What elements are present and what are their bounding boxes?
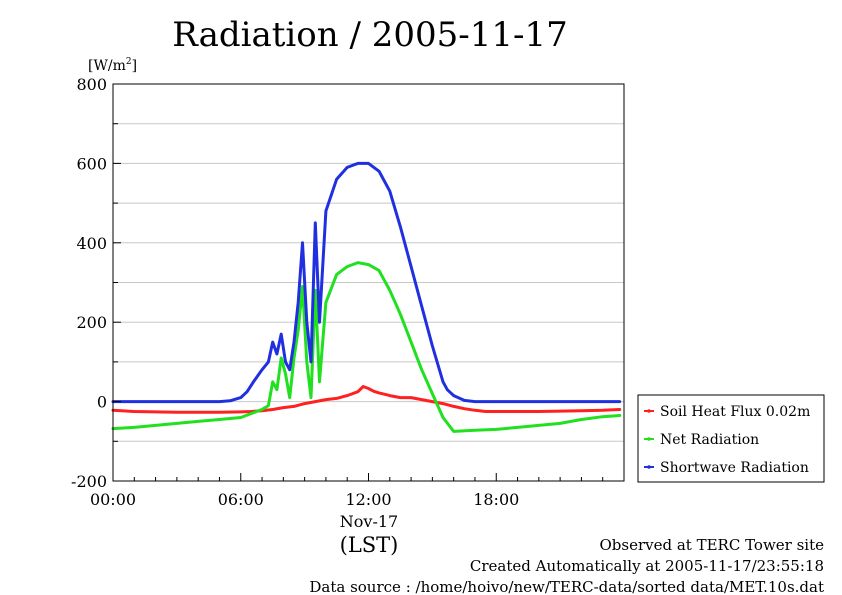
- y-axis-label: [W/m2]: [88, 57, 137, 74]
- legend-items: Soil Heat Flux 0.02m Net Radiation Shortwa…: [644, 404, 810, 476]
- x-axis-label: (LST): [340, 533, 399, 557]
- y-tick-label: 800: [76, 75, 107, 94]
- grid-lines: [113, 123, 624, 442]
- y-tick-label: 400: [76, 234, 107, 253]
- legend-box: [637, 394, 825, 483]
- y-tick-label: 200: [76, 313, 107, 332]
- x-tick-label: 06:00: [218, 490, 264, 509]
- series-line-2: [111, 261, 622, 433]
- y-tick-label: 0: [97, 393, 107, 412]
- y-tick-label: -200: [71, 472, 107, 491]
- footer-observed: Observed at TERC Tower site: [599, 536, 824, 554]
- data-series: [111, 161, 622, 433]
- x-tick-label: 12:00: [345, 490, 391, 509]
- legend-marker: [647, 465, 651, 469]
- legend-label: Shortwave Radiation: [660, 460, 809, 476]
- y-tick-label: 600: [76, 154, 107, 173]
- y-axis-ticks: -200 0 200 400 600 800: [71, 75, 121, 491]
- y-axis-label-superscript: 2: [126, 57, 132, 67]
- y-axis-label-text: [W/m: [88, 58, 126, 74]
- x-axis-ticks: 00:00 06:00 12:00 18:00: [90, 473, 625, 509]
- footer-created: Created Automatically at 2005-11-17/23:5…: [470, 557, 824, 575]
- legend-marker: [647, 437, 651, 441]
- x-tick-label: 00:00: [90, 490, 136, 509]
- y-axis-label-close: ]: [132, 58, 137, 74]
- legend-marker: [647, 409, 651, 413]
- legend: Soil Heat Flux 0.02m Net Radiation Shortwa…: [637, 394, 825, 483]
- x-axis-date-label: Nov-17: [340, 512, 398, 531]
- footer-source: Data source : /home/hoivo/new/TERC-data/…: [309, 578, 824, 595]
- legend-label: Net Radiation: [660, 432, 759, 448]
- legend-label: Soil Heat Flux 0.02m: [660, 404, 810, 420]
- series-line-3: [111, 161, 622, 404]
- chart-title: Radiation / 2005-11-17: [172, 15, 568, 55]
- series-line-1: [111, 385, 622, 414]
- x-tick-label: 18:00: [473, 490, 519, 509]
